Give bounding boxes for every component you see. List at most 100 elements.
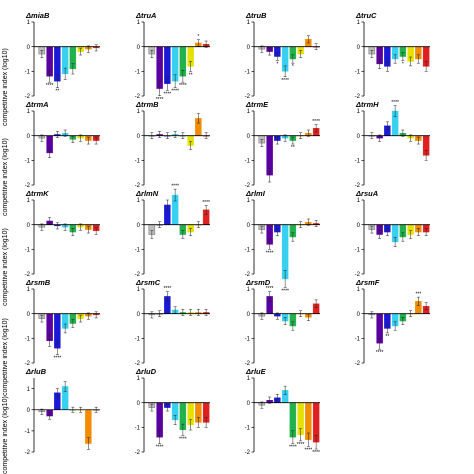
significance-label: *** [415,292,421,298]
y-tick-label: 1 [27,109,31,115]
significance-label: **** [281,288,289,294]
significance-label: ** [385,334,389,340]
significance-label: **** [266,250,274,256]
y-tick-label: -1 [355,159,361,165]
y-tick-label: -2 [135,361,141,367]
panel-title: ΔmiaB [25,11,50,20]
y-tick-label: 0 [357,134,361,140]
y-tick-label: 1 [27,198,31,204]
y-tick-label: 1 [137,109,141,115]
significance-label: **** [297,442,305,448]
y-tick-label: -2 [245,94,251,100]
y-tick-label: 0 [137,45,141,51]
y-tick-label: -1 [25,70,31,76]
y-tick-label: 0 [137,134,141,140]
significance-label: **** [156,97,164,103]
y-tick-label: -2 [245,183,251,189]
panel-title: ΔrluB [25,367,47,376]
y-tick-label: -1 [135,248,141,254]
y-tick-label: 1 [27,387,31,393]
y-tick-label: -1 [135,426,141,432]
y-tick-label: -2 [25,183,31,189]
panel-title: ΔtrmK [25,189,49,198]
significance-label: **** [312,119,320,125]
y-tick-label: 1 [137,198,141,204]
y-tick-label: 0 [357,312,361,318]
panel-4: ΔtruC -2 -1 0 1 * [355,11,430,100]
y-tick-label: 1 [357,20,361,26]
significance-label: **** [266,286,274,292]
y-tick-label: 0 [137,312,141,318]
y-tick-label: 1 [247,20,251,26]
significance-label: **** [163,286,171,292]
panel-title: ΔrlmN [135,189,159,198]
y-axis-label-row-1: competitive index (log10) [2,48,9,126]
significance-label: * [276,61,278,67]
panel-title: ΔtrmE [245,100,269,109]
y-tick-label: 0 [27,45,31,51]
panel-18: ΔrluD -2 -1 0 1 **** **** [135,367,210,456]
significance-label: **** [46,83,54,89]
significance-label: ** [189,72,193,78]
y-tick-label: -2 [245,361,251,367]
panel-title: ΔtruB [245,11,267,20]
y-axis-label-row-4: competitive index (log10) [2,318,9,396]
significance-label: * [197,34,199,40]
panel-title: ΔrluD [135,367,157,376]
y-tick-label: -1 [25,159,31,165]
panel-9: ΔtrmK -2 -1 0 1 [25,189,100,278]
y-tick-label: -1 [245,426,251,432]
panel-7: ΔtrmE-2-101****** [245,100,320,189]
panel-3: ΔtruB-2-101****** [245,11,320,100]
panel-1: ΔmiaB -2 -1 0 1 ****** [25,11,100,100]
y-tick-label: -1 [355,248,361,254]
y-tick-label: -2 [355,94,361,100]
significance-label: **** [171,89,179,95]
y-tick-label: 1 [357,198,361,204]
y-tick-label: 1 [357,287,361,293]
significance-label: ** [55,89,59,95]
y-tick-label: -2 [245,272,251,278]
panel-19: ΔrluE-2-101**** ******** **** [245,367,320,456]
y-tick-label: 0 [27,223,31,229]
panel-title: ΔrsmC [135,278,161,287]
significance-label: **** [163,91,171,97]
significance-label: **** [312,450,320,456]
panel-title: ΔrsuA [355,189,378,198]
y-tick-label: 0 [137,223,141,229]
y-tick-label: 1 [247,287,251,293]
y-tick-label: -2 [135,183,141,189]
y-axis-label-row-5: competitive index (log10) [2,396,9,474]
panel-8: ΔtrmH -2 -1 0 1 **** [355,100,430,189]
y-tick-label: -1 [245,248,251,254]
y-tick-label: -2 [25,450,31,456]
y-tick-label: 0 [27,408,31,414]
significance-label: **** [281,78,289,84]
significance-label: **** [179,83,187,89]
y-tick-label: -1 [245,70,251,76]
y-tick-label: -1 [135,159,141,165]
y-tick-label: 1 [27,20,31,26]
y-tick-label: 0 [247,312,251,318]
y-tick-label: 0 [357,223,361,229]
significance-label: **** [289,445,297,451]
y-tick-label: 0 [247,401,251,407]
significance-label: ** [291,145,295,151]
y-tick-label: 1 [137,287,141,293]
y-tick-label: 1 [27,287,31,293]
y-tick-label: -1 [245,337,251,343]
panel-title: ΔrsmB [25,278,51,287]
y-tick-label: -1 [135,70,141,76]
y-tick-label: -1 [355,70,361,76]
panel-title: ΔtruC [355,11,377,20]
panel-title: ΔrsmF [355,278,380,287]
y-tick-label: -1 [25,429,31,435]
y-tick-label: -1 [355,337,361,343]
y-tick-label: -2 [355,361,361,367]
significance-label: * [292,64,294,70]
significance-label: **** [179,436,187,442]
y-tick-label: 1 [247,198,251,204]
y-tick-label: 0 [247,45,251,51]
y-tick-label: 1 [247,376,251,382]
